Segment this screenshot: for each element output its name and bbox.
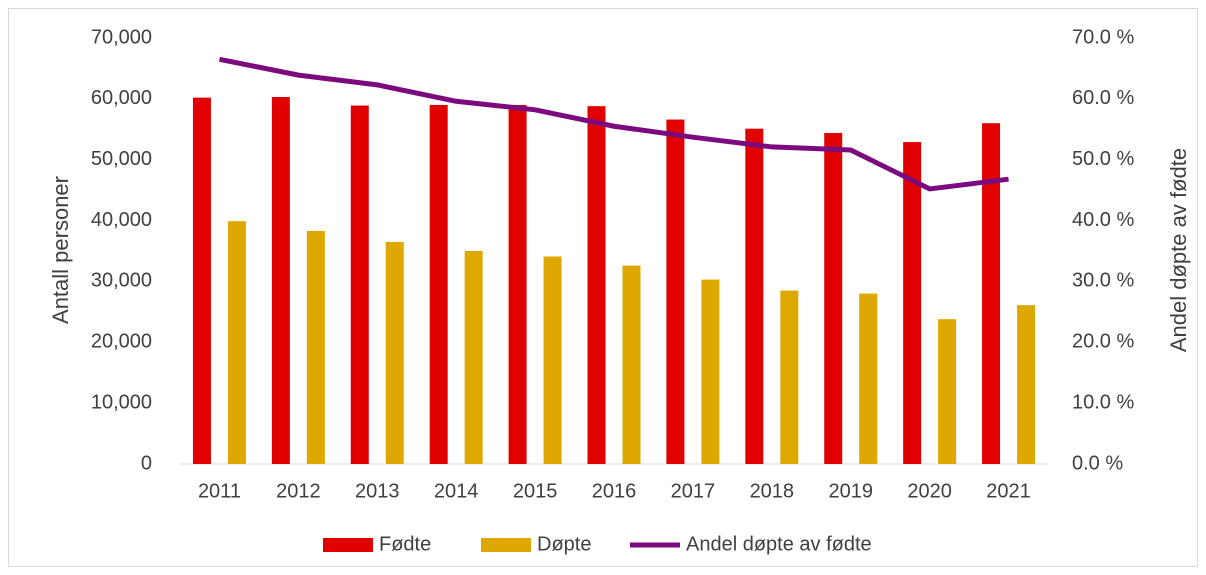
bar [701,279,720,464]
legend-label: Fødte [379,533,431,555]
y-tick-label: 20,000 [91,331,152,353]
bar [429,104,448,464]
bar [903,142,922,464]
y-tick-label: 10,000 [91,391,152,413]
bar [271,97,290,464]
bar [824,132,843,465]
bar [543,256,562,464]
bar [859,293,878,464]
y2-tick-label: 50.0 % [1072,148,1134,170]
y-tick-label: 60,000 [91,87,152,109]
bar [306,230,325,464]
y2-tick-label: 40.0 % [1072,209,1134,231]
legend-label: Andel døpte av fødte [686,533,872,555]
y2-axis-title: Andel døpte av fødte [1166,148,1191,352]
y2-tick-label: 70.0 % [1072,26,1134,48]
bar [622,265,641,464]
y2-tick-label: 20.0 % [1072,331,1134,353]
bar [350,105,369,465]
x-tick-label: 2014 [434,480,479,502]
legend-swatch [481,538,531,552]
y2-tick-label: 30.0 % [1072,270,1134,292]
bar [192,97,211,464]
x-tick-label: 2016 [592,480,637,502]
bar [385,241,404,464]
x-tick-label: 2012 [276,480,321,502]
legend-swatch [323,538,373,552]
y-tick-label: 70,000 [91,26,152,48]
x-tick-label: 2019 [828,480,873,502]
y2-tick-label: 0.0 % [1072,452,1123,474]
bar [1017,305,1036,464]
bar [745,128,764,465]
y-tick-label: 0 [141,452,152,474]
x-tick-label: 2021 [986,480,1031,502]
bar [227,221,246,464]
legend-label: Døpte [537,533,591,555]
bar [508,104,527,464]
x-tick-label: 2011 [198,480,241,502]
y2-tick-label: 60.0 % [1072,87,1134,109]
bar [982,123,1001,464]
y-tick-label: 30,000 [91,270,152,292]
bar [938,319,957,464]
x-tick-label: 2015 [513,480,558,502]
x-tick-label: 2017 [671,480,716,502]
chart-frame [8,8,1198,567]
bar [587,106,606,464]
y-tick-label: 40,000 [91,209,152,231]
y-tick-label: 50,000 [91,148,152,170]
x-tick-label: 2013 [355,480,400,502]
bar [464,251,483,464]
line-series [218,56,1009,192]
y2-tick-label: 10.0 % [1072,391,1134,413]
bar [780,290,799,464]
bar [666,119,685,464]
y-axis-title: Antall personer [48,176,73,324]
x-tick-label: 2018 [750,480,795,502]
x-tick-label: 2020 [907,480,952,502]
